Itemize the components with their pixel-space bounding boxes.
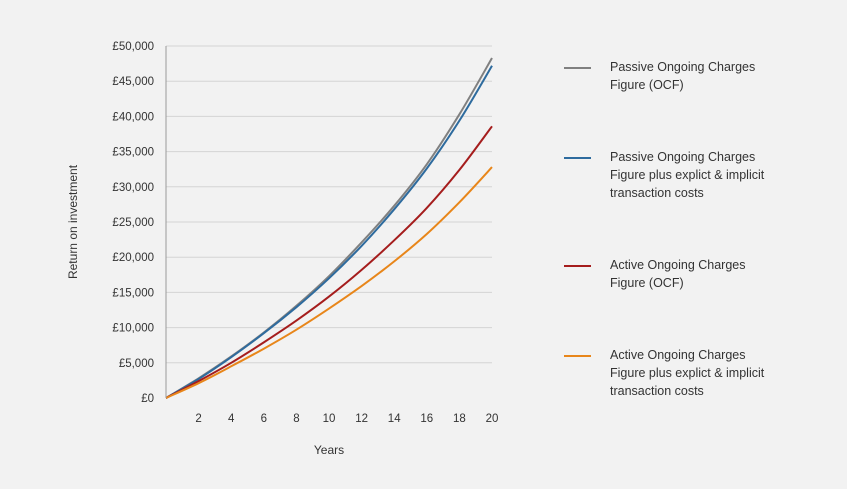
x-tick-label: 12 [355, 413, 368, 425]
y-tick-label: £20,000 [112, 252, 154, 264]
legend-label-passive-ocf-plus-costs: Passive Ongoing Charges Figure plus expl… [610, 150, 765, 200]
series-line-0 [165, 57, 493, 399]
y-tick-labels: £0 £5,000 £10,000 £15,000 £20,000 £25,000 £30,… [112, 41, 154, 405]
legend-swatch-passive-ocf [564, 67, 591, 69]
series-line-3 [165, 166, 493, 399]
y-tick-label: £35,000 [112, 147, 154, 159]
gridlines [166, 45, 492, 364]
series-lines [165, 57, 493, 399]
legend-label-active-ocf-plus-costs: Active Ongoing Charges Figure plus expli… [610, 348, 765, 398]
y-tick-label: £10,000 [112, 323, 154, 335]
x-axis-label: Years [314, 443, 344, 457]
x-tick-label: 14 [388, 413, 401, 425]
y-tick-label: £40,000 [112, 111, 154, 123]
x-tick-labels: 2 4 6 8 10 12 14 16 18 20 [195, 413, 498, 425]
x-tick-label: 4 [228, 413, 235, 425]
y-tick-label: £15,000 [112, 287, 154, 299]
y-tick-label: £5,000 [119, 358, 154, 370]
legend-item-active-ocf-plus-costs: Active Ongoing Charges Figure plus expli… [564, 346, 780, 400]
legend-label-passive-ocf: Passive Ongoing Charges Figure (OCF) [610, 60, 756, 92]
legend-item-active-ocf: Active Ongoing Charges Figure (OCF) [564, 256, 780, 292]
legend-swatch-passive-ocf-plus-costs [564, 157, 591, 159]
y-tick-label: £45,000 [112, 76, 154, 88]
y-tick-label: £25,000 [112, 217, 154, 229]
legend-swatch-active-ocf [564, 265, 591, 267]
series-line-1 [165, 65, 493, 399]
x-tick-label: 18 [453, 413, 466, 425]
legend-item-passive-ocf-plus-costs: Passive Ongoing Charges Figure plus expl… [564, 148, 780, 202]
legend-label-active-ocf: Active Ongoing Charges Figure (OCF) [610, 258, 746, 290]
y-tick-label: £0 [141, 393, 154, 405]
y-axis-label: Return on investment [66, 164, 80, 279]
legend-item-passive-ocf: Passive Ongoing Charges Figure (OCF) [564, 58, 780, 94]
x-tick-label: 10 [323, 413, 336, 425]
y-tick-label: £30,000 [112, 182, 154, 194]
x-tick-label: 20 [486, 413, 499, 425]
series-line-2 [165, 125, 493, 399]
x-tick-label: 2 [195, 413, 201, 425]
y-tick-label: £50,000 [112, 41, 154, 53]
x-tick-label: 16 [420, 413, 433, 425]
x-tick-label: 8 [293, 413, 299, 425]
legend-swatch-active-ocf-plus-costs [564, 355, 591, 357]
x-tick-label: 6 [261, 413, 267, 425]
